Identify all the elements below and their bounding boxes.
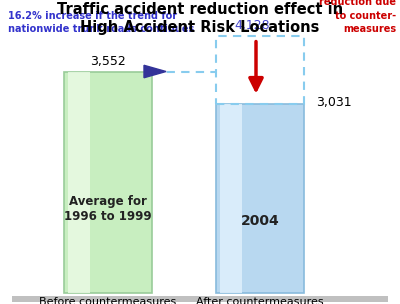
Text: After countermeasures: After countermeasures — [196, 297, 324, 304]
Bar — [64, 71, 152, 293]
Text: 3,552: 3,552 — [90, 55, 126, 68]
Text: 4,128: 4,128 — [234, 19, 270, 32]
Bar — [220, 104, 242, 293]
Text: Traffic accident reduction effect in
High Accident Risk Locations: Traffic accident reduction effect in Hig… — [57, 2, 343, 36]
Bar — [12, 296, 388, 302]
Bar — [68, 71, 90, 293]
Text: 3,031: 3,031 — [316, 95, 352, 109]
Text: Before countermeasures: Before countermeasures — [39, 297, 177, 304]
Text: 2004: 2004 — [241, 214, 279, 228]
Text: Roughly 30%
reduction due
to counter-
measures: Roughly 30% reduction due to counter- me… — [319, 0, 396, 34]
Bar — [216, 36, 304, 104]
Text: 16.2% increase if the trend for
nationwide trunk roads continues: 16.2% increase if the trend for nationwi… — [8, 11, 194, 34]
Bar — [216, 104, 304, 293]
Polygon shape — [144, 65, 166, 78]
Text: Average for
1996 to 1999: Average for 1996 to 1999 — [64, 195, 152, 223]
